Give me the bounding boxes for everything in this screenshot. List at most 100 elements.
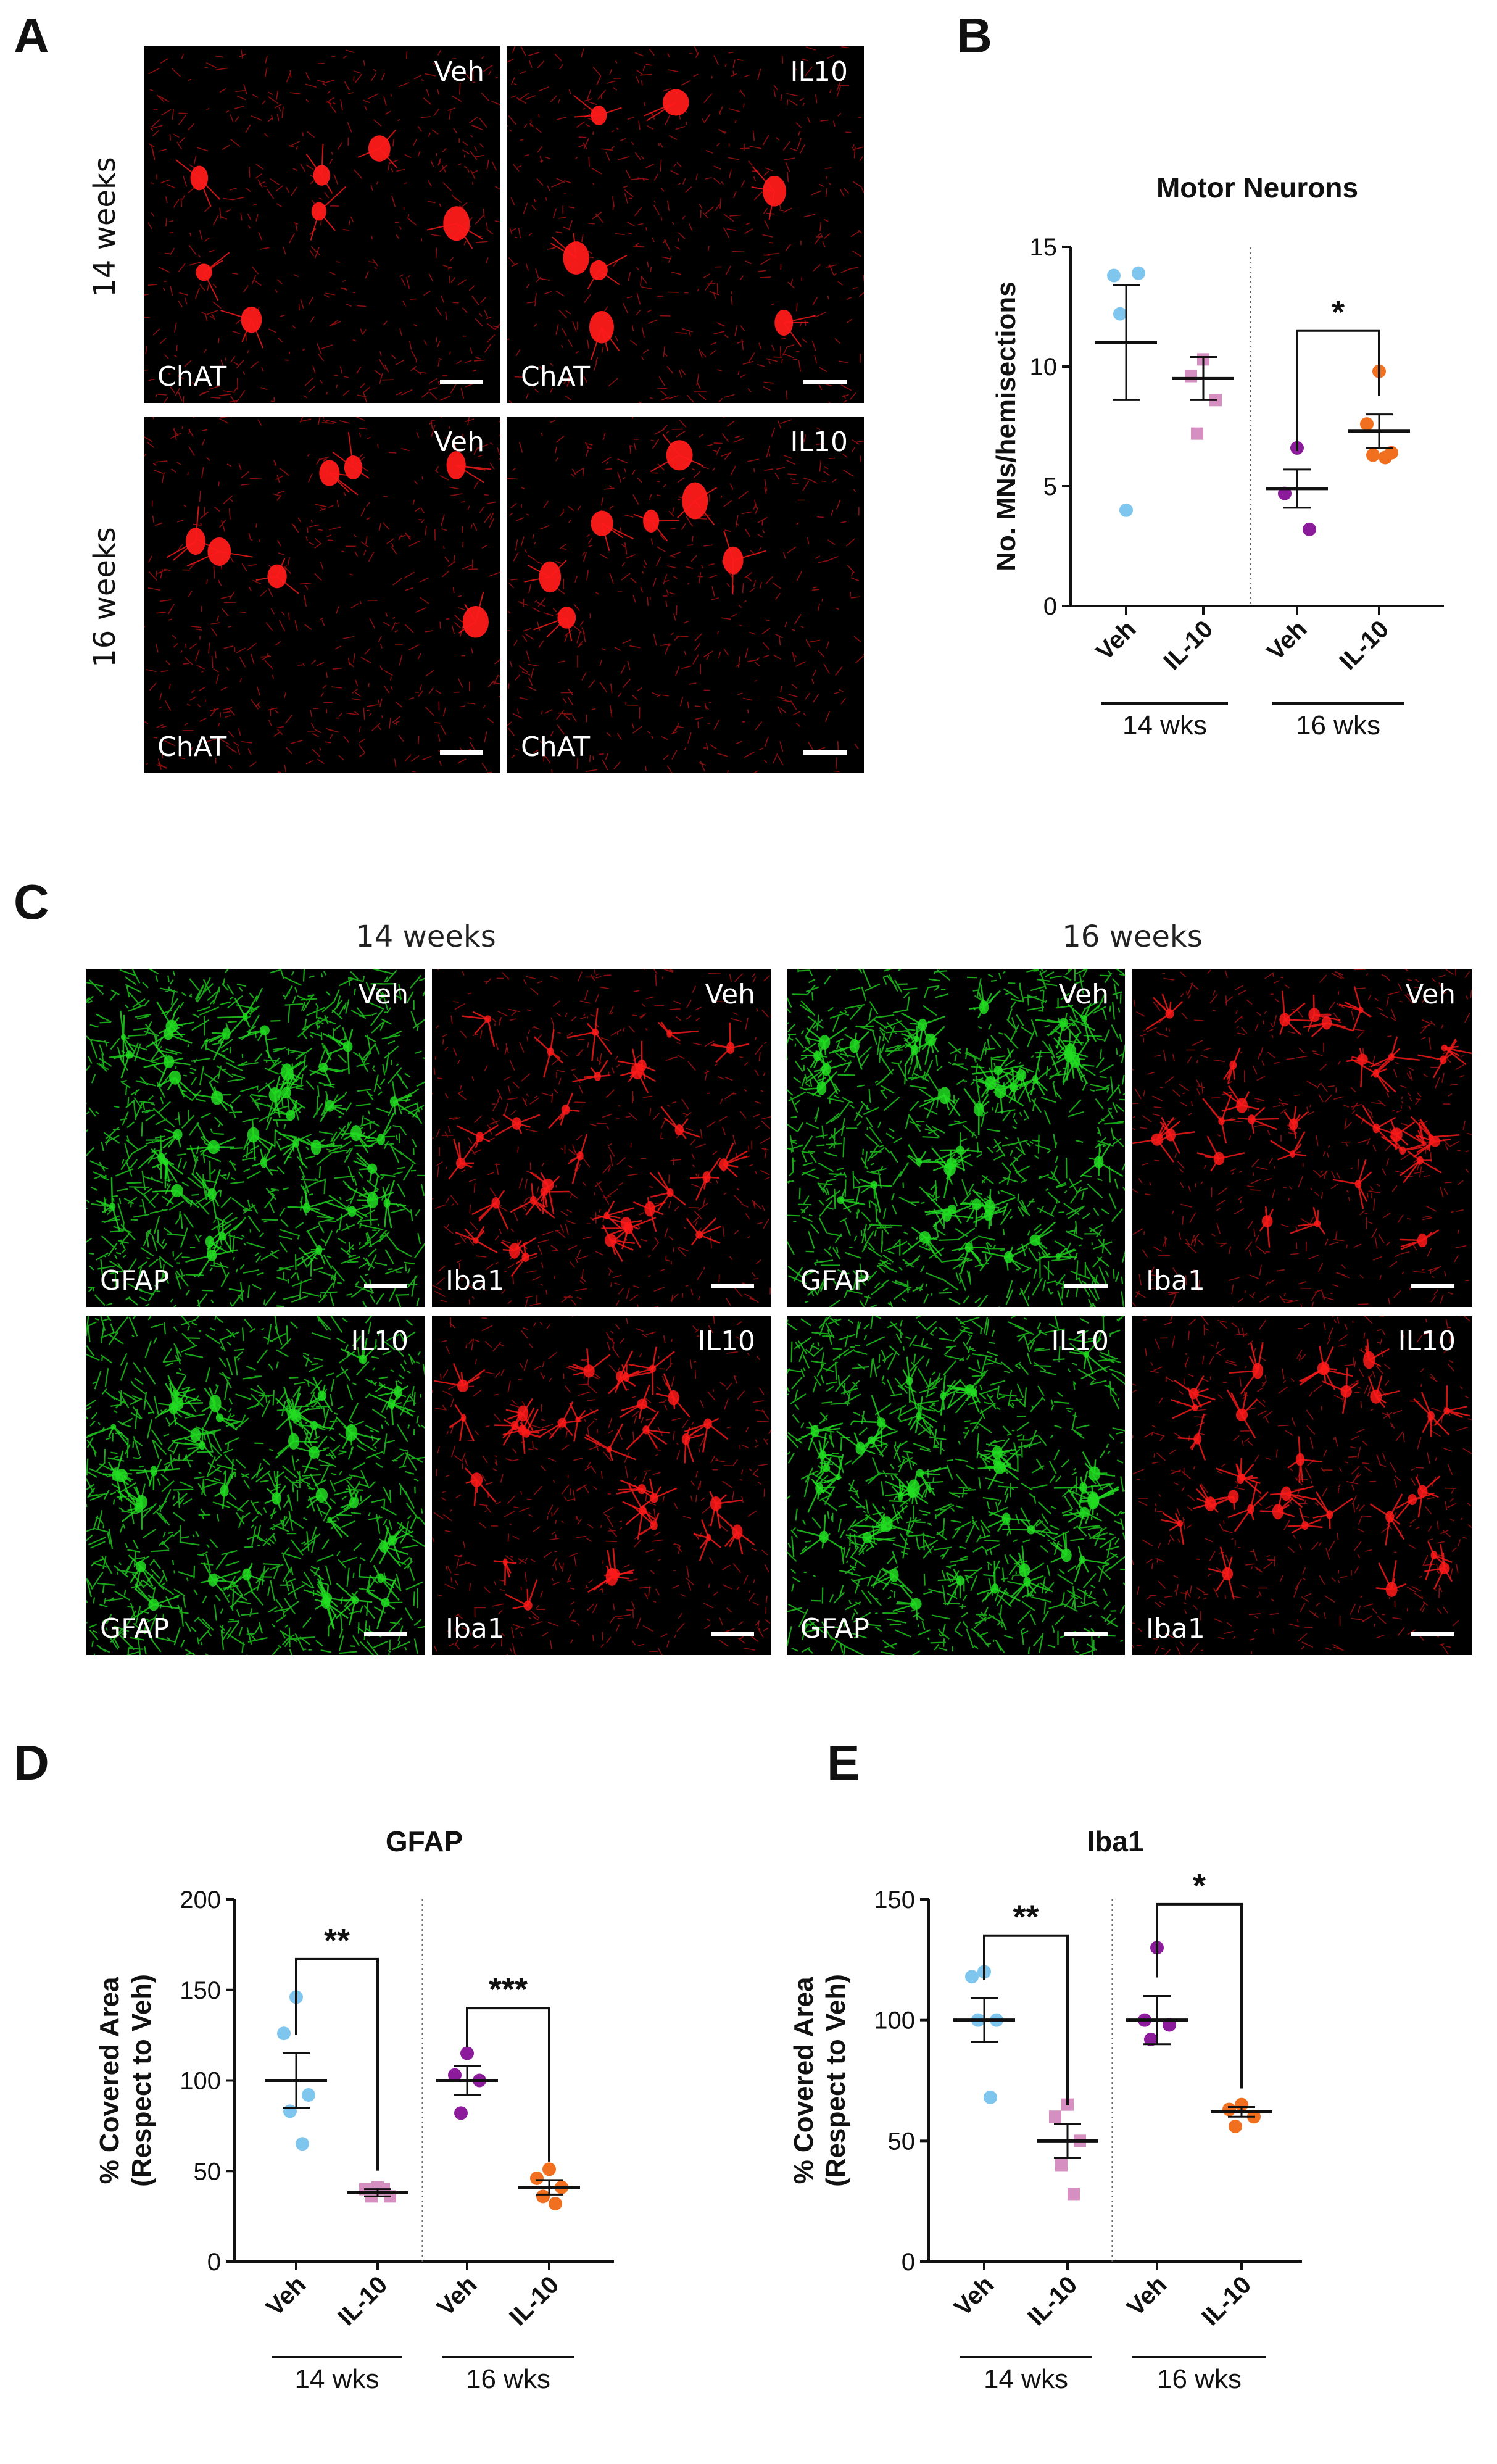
condition-label: IL10 (1051, 1325, 1109, 1357)
group-label: 14 wks (1122, 710, 1207, 740)
stain-label: Iba1 (1146, 1613, 1205, 1645)
cell-process (273, 1100, 304, 1116)
x-category-label: Veh (432, 2271, 482, 2321)
condition-label: IL10 (790, 426, 848, 458)
cell-process (548, 1092, 580, 1129)
y-tick-label: 150 (874, 1886, 915, 1914)
tile-a-14wk-veh: Veh ChAT (144, 46, 500, 403)
y-axis-label: (Respect to Veh) (126, 1974, 157, 2187)
cell-process (1227, 1481, 1269, 1532)
cell-process (214, 1470, 236, 1509)
cell-process (264, 1471, 286, 1511)
cell-process (166, 506, 199, 561)
cell-process (296, 1231, 326, 1267)
cell-process (275, 1129, 304, 1166)
cell-process (1237, 1106, 1279, 1134)
cell-process (908, 1144, 946, 1163)
cell-process (1067, 1003, 1100, 1042)
significance-label: ** (1013, 1899, 1039, 1936)
cell-process (1433, 1385, 1470, 1427)
cell-process (1193, 1484, 1219, 1513)
data-point (1049, 2110, 1061, 2123)
data-point (1132, 266, 1145, 280)
cell-process (309, 1052, 344, 1086)
data-point (1366, 448, 1380, 462)
x-category-label: Veh (949, 2271, 999, 2321)
cell-process (1402, 1121, 1425, 1145)
cell-process (1155, 1116, 1195, 1155)
cell-process (471, 1190, 509, 1230)
cell-process (932, 1147, 971, 1181)
x-category-label: IL-10 (1158, 615, 1218, 675)
micrograph-texture (1132, 969, 1472, 1307)
data-point (965, 1970, 979, 1984)
cell-process (1050, 1532, 1068, 1564)
cell-process (619, 1384, 657, 1419)
cell-process (806, 1026, 847, 1068)
data-point (277, 2026, 291, 2041)
cell-process (1208, 1546, 1235, 1600)
cell-process (310, 186, 347, 241)
condition-label: Veh (1058, 979, 1109, 1010)
chart-title: GFAP (386, 1825, 463, 1857)
micrograph-texture (432, 969, 771, 1307)
cell-process (624, 1346, 675, 1395)
scale-bar (440, 750, 483, 755)
data-point (1229, 2119, 1242, 2133)
cell-process (1279, 990, 1311, 1035)
data-point (1113, 307, 1127, 321)
scale-bar (364, 1284, 407, 1288)
tile-a-16wk-il10: IL10 ChAT (507, 417, 864, 773)
cell-process (751, 166, 775, 220)
data-point (536, 2189, 550, 2204)
cell-process (335, 1582, 373, 1625)
cell-process (657, 1021, 699, 1042)
cell-process (353, 1152, 381, 1182)
cell-process (633, 1197, 666, 1232)
cell-process (1221, 1085, 1259, 1112)
data-point (549, 2197, 562, 2211)
cell-process (1355, 1105, 1398, 1150)
cell-process (525, 1176, 570, 1216)
cell-process (204, 1032, 228, 1061)
cell-body (523, 1600, 533, 1611)
cell-process (940, 1374, 964, 1416)
data-point (530, 2171, 544, 2185)
cell-process (840, 1188, 866, 1213)
cell-process (1338, 986, 1371, 1032)
background-fibers (787, 969, 1125, 1307)
data-point (1191, 427, 1203, 440)
cell-process (977, 1078, 1024, 1114)
cell-process (223, 1562, 265, 1594)
cell-process (320, 1094, 347, 1122)
cell-process (909, 1396, 934, 1433)
data-point (984, 2090, 997, 2104)
cell-process (157, 1077, 197, 1098)
cell-process (620, 1048, 657, 1093)
cell-process (723, 1142, 748, 1178)
significance-label: * (1332, 294, 1345, 331)
cell-process (1312, 1491, 1353, 1529)
y-tick-label: 150 (180, 1977, 221, 2004)
background-fibers (86, 1316, 425, 1655)
background-fibers (507, 417, 864, 773)
cell-process (96, 1177, 121, 1232)
cell-process (797, 1514, 845, 1555)
micrograph-texture (507, 46, 864, 403)
cell-process (1035, 1019, 1084, 1048)
data-point (1068, 2188, 1080, 2201)
significance-bracket (295, 1957, 379, 2171)
cell-process (1039, 1247, 1077, 1259)
cell-process (322, 1029, 354, 1075)
cell-process (171, 1421, 222, 1458)
cell-process (1367, 1375, 1400, 1408)
cell-process (539, 1401, 582, 1440)
cell-process (1270, 1485, 1316, 1508)
y-tick-label: 0 (902, 2249, 915, 2276)
group-label: 16 wks (1296, 710, 1380, 740)
cell-process (854, 1178, 893, 1213)
cell-process (977, 1561, 1021, 1603)
cell-process (587, 254, 628, 289)
cell-process (1002, 1519, 1058, 1537)
background-fibers (86, 969, 425, 1307)
